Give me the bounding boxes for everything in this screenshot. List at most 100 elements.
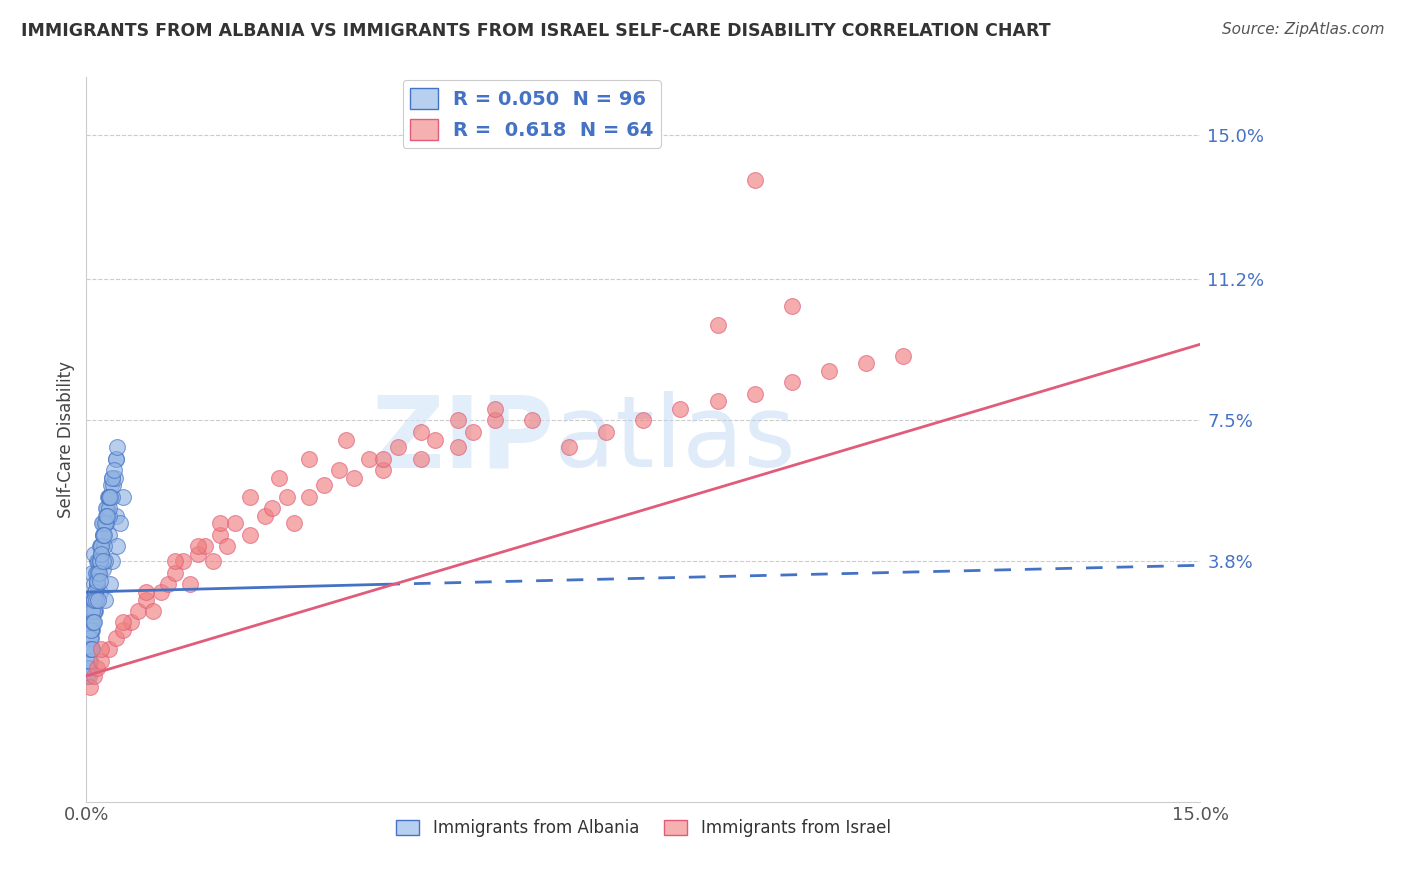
- Point: [224, 516, 246, 531]
- Point: [77, 615, 100, 630]
- Point: [86, 661, 108, 675]
- Point: [77, 642, 100, 657]
- Point: [90, 547, 112, 561]
- Point: [82, 615, 104, 630]
- Point: [86, 566, 108, 580]
- Point: [77, 654, 100, 668]
- Point: [79, 680, 101, 694]
- Point: [283, 516, 305, 531]
- Point: [744, 173, 766, 187]
- Point: [76, 669, 98, 683]
- Point: [84, 604, 107, 618]
- Point: [165, 566, 187, 580]
- Point: [187, 547, 209, 561]
- Point: [84, 585, 107, 599]
- Point: [89, 554, 111, 568]
- Y-axis label: Self-Care Disability: Self-Care Disability: [58, 361, 75, 518]
- Point: [208, 516, 231, 531]
- Text: ZIP: ZIP: [371, 391, 554, 488]
- Point: [425, 433, 447, 447]
- Point: [108, 516, 131, 531]
- Point: [82, 592, 104, 607]
- Point: [89, 554, 111, 568]
- Point: [89, 539, 111, 553]
- Point: [595, 425, 617, 439]
- Point: [633, 413, 655, 427]
- Point: [706, 318, 728, 333]
- Point: [194, 539, 217, 553]
- Point: [357, 451, 380, 466]
- Point: [91, 528, 114, 542]
- Point: [86, 574, 108, 588]
- Point: [96, 508, 118, 523]
- Point: [80, 623, 103, 637]
- Point: [96, 516, 118, 531]
- Point: [103, 463, 125, 477]
- Point: [373, 463, 395, 477]
- Point: [520, 413, 543, 427]
- Point: [120, 615, 142, 630]
- Point: [239, 528, 262, 542]
- Point: [76, 631, 98, 645]
- Point: [83, 577, 105, 591]
- Point: [77, 642, 100, 657]
- Point: [201, 554, 224, 568]
- Point: [142, 604, 165, 618]
- Point: [135, 592, 157, 607]
- Point: [93, 528, 115, 542]
- Point: [149, 585, 172, 599]
- Point: [818, 364, 841, 378]
- Point: [90, 539, 112, 553]
- Point: [97, 642, 120, 657]
- Point: [298, 490, 321, 504]
- Point: [105, 508, 128, 523]
- Point: [94, 554, 117, 568]
- Point: [165, 554, 187, 568]
- Point: [669, 402, 692, 417]
- Point: [87, 566, 110, 580]
- Point: [83, 604, 105, 618]
- Point: [187, 539, 209, 553]
- Point: [82, 604, 104, 618]
- Point: [409, 425, 432, 439]
- Point: [484, 402, 506, 417]
- Point: [558, 440, 581, 454]
- Point: [93, 539, 115, 553]
- Point: [91, 528, 114, 542]
- Point: [335, 433, 357, 447]
- Point: [135, 585, 157, 599]
- Point: [208, 528, 231, 542]
- Point: [239, 490, 262, 504]
- Point: [101, 554, 124, 568]
- Point: [87, 554, 110, 568]
- Text: IMMIGRANTS FROM ALBANIA VS IMMIGRANTS FROM ISRAEL SELF-CARE DISABILITY CORRELATI: IMMIGRANTS FROM ALBANIA VS IMMIGRANTS FR…: [21, 22, 1050, 40]
- Point: [83, 547, 105, 561]
- Point: [100, 478, 122, 492]
- Point: [706, 394, 728, 409]
- Point: [269, 470, 291, 484]
- Point: [84, 585, 107, 599]
- Point: [80, 623, 103, 637]
- Point: [96, 501, 118, 516]
- Point: [80, 642, 103, 657]
- Point: [97, 490, 120, 504]
- Point: [112, 623, 135, 637]
- Point: [83, 669, 105, 683]
- Point: [86, 577, 108, 591]
- Point: [90, 539, 112, 553]
- Point: [780, 376, 803, 390]
- Text: atlas: atlas: [554, 391, 796, 488]
- Point: [76, 661, 98, 675]
- Point: [484, 413, 506, 427]
- Point: [253, 508, 276, 523]
- Point: [84, 566, 107, 580]
- Point: [447, 413, 470, 427]
- Point: [98, 490, 121, 504]
- Point: [77, 669, 100, 683]
- Point: [82, 615, 104, 630]
- Point: [179, 577, 201, 591]
- Point: [105, 631, 128, 645]
- Point: [107, 440, 129, 454]
- Point: [94, 508, 117, 523]
- Point: [127, 604, 149, 618]
